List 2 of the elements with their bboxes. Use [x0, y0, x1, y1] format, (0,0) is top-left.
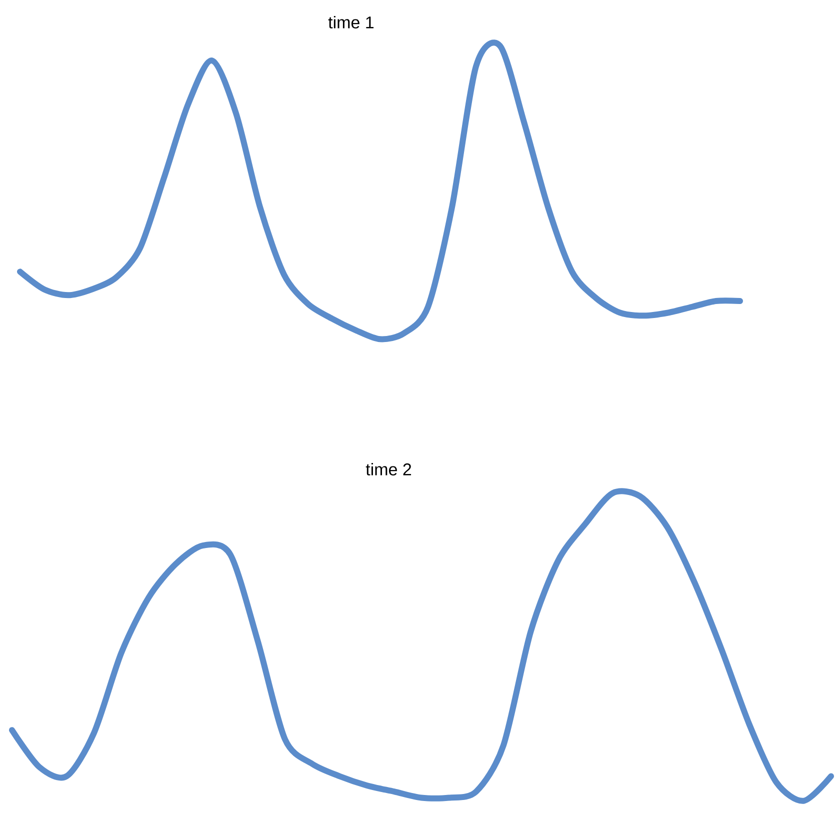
chart-title: time 1	[328, 16, 374, 28]
chart-title: time 2	[366, 462, 412, 476]
